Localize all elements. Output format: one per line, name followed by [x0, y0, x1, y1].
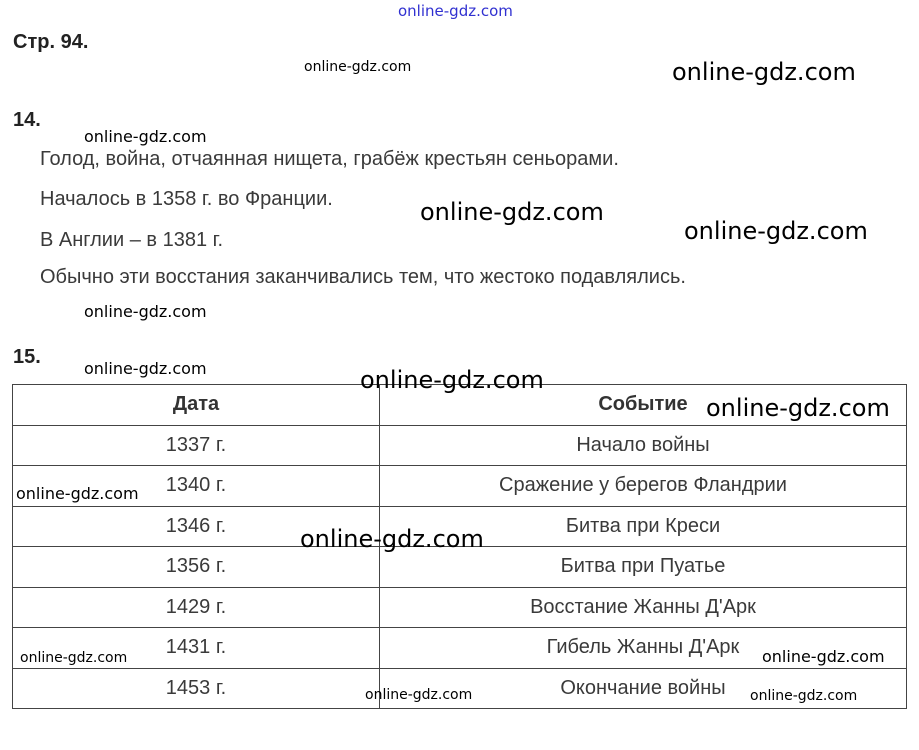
watermark: online-gdz.com [84, 359, 207, 378]
watermark: online-gdz.com [84, 127, 207, 146]
watermark: online-gdz.com [672, 58, 856, 86]
date-cell: 1431 г. [12, 627, 380, 669]
table-row: 1453 г. Окончание войны [12, 667, 907, 709]
column-header-event: Событие [379, 384, 907, 426]
watermark: online-gdz.com [84, 302, 207, 321]
table-row: 1340 г. Сражение у берегов Фландрии [12, 465, 907, 507]
watermark: online-gdz.com [750, 688, 858, 704]
watermark: online-gdz.com [398, 2, 513, 20]
watermark: online-gdz.com [420, 198, 604, 226]
task-14-line: Обычно эти восстания заканчивались тем, … [40, 266, 686, 288]
table-row: 1346 г. Битва при Креси [12, 505, 907, 547]
watermark: online-gdz.com [304, 59, 412, 75]
date-cell: 1346 г. [12, 505, 380, 547]
task-14-line: В Англии – в 1381 г. [40, 229, 224, 251]
watermark: online-gdz.com [684, 217, 868, 245]
watermark: online-gdz.com [300, 525, 484, 553]
column-header-date: Дата [12, 384, 380, 426]
date-cell: 1356 г. [12, 546, 380, 588]
date-cell: 1429 г. [12, 586, 380, 628]
watermark: online-gdz.com [706, 394, 890, 422]
event-cell: Битва при Пуатье [379, 546, 907, 588]
page-label: Стр. 94. [13, 31, 89, 53]
task-15-number: 15. [13, 346, 41, 368]
event-cell: Битва при Креси [379, 505, 907, 547]
watermark: online-gdz.com [16, 484, 139, 503]
task-14-number: 14. [13, 109, 41, 131]
event-cell: Окончание войны [379, 667, 907, 709]
table-row: 1431 г. Гибель Жанны Д'Арк [12, 627, 907, 669]
watermark: online-gdz.com [365, 687, 473, 703]
task-14-line: Началось в 1358 г. во Франции. [40, 188, 333, 210]
events-table: Дата Событие 1337 г. Начало войны 1340 г.… [12, 384, 907, 709]
table-row: 1337 г. Начало войны [12, 424, 907, 466]
watermark: online-gdz.com [762, 647, 885, 666]
watermark: online-gdz.com [360, 366, 544, 394]
event-cell: Гибель Жанны Д'Арк [379, 627, 907, 669]
watermark: online-gdz.com [20, 650, 128, 666]
task-14-line: Голод, война, отчаянная нищета, грабёж к… [40, 148, 619, 170]
event-cell: Начало войны [379, 424, 907, 466]
event-cell: Сражение у берегов Фландрии [379, 465, 907, 507]
date-cell: 1453 г. [12, 667, 380, 709]
table-row: 1356 г. Битва при Пуатье [12, 546, 907, 588]
event-cell: Восстание Жанны Д'Арк [379, 586, 907, 628]
date-cell: 1337 г. [12, 424, 380, 466]
table-row: 1429 г. Восстание Жанны Д'Арк [12, 586, 907, 628]
table-header-row: Дата Событие [12, 384, 907, 426]
